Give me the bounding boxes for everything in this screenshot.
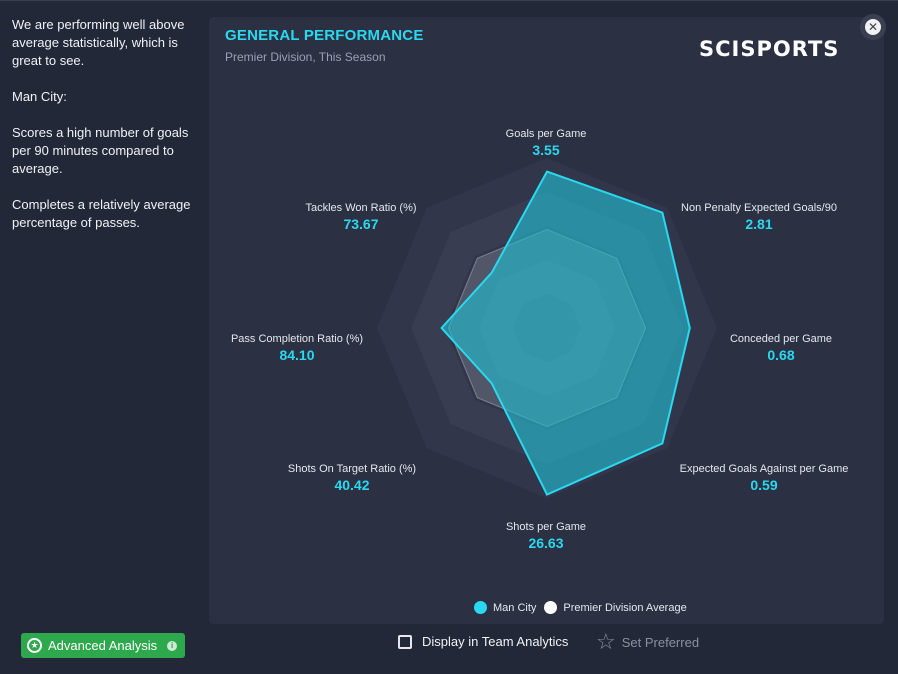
summary-paragraph: Scores a high number of goals per 90 min…: [12, 125, 189, 176]
info-icon[interactable]: i: [167, 640, 178, 651]
scisports-logo: SCISPORTS: [699, 37, 840, 61]
axis-label: Non Penalty Expected Goals/90 2.81: [681, 202, 837, 232]
advanced-analysis-label: Advanced Analysis: [48, 638, 158, 653]
axis-label: Expected Goals Against per Game 0.59: [680, 463, 849, 493]
axis-value: 0.59: [750, 477, 778, 493]
star-outline-icon: ☆: [596, 629, 616, 654]
axis-name: Shots On Target Ratio (%): [287, 463, 417, 475]
team-polygon: [440, 170, 691, 496]
axis-label: Shots per Game 26.63: [506, 521, 586, 551]
axis-name: Expected Goals Against per Game: [679, 463, 849, 475]
axis-name: Non Penalty Expected Goals/90: [681, 202, 837, 214]
legend-dot: [544, 601, 558, 614]
display-team-analytics-checkbox[interactable]: [398, 634, 412, 649]
display-team-analytics-toggle[interactable]: Display in Team Analytics: [398, 634, 568, 649]
axis-name: Shots per Game: [505, 521, 587, 533]
set-preferred-button[interactable]: ☆ Set Preferred: [596, 629, 700, 654]
performance-panel: GENERAL PERFORMANCE Premier Division, Th…: [209, 17, 884, 624]
axis-value: 0.68: [767, 347, 795, 363]
axis-label: Tackles Won Ratio (%) 73.67: [305, 202, 416, 232]
panel-title: GENERAL PERFORMANCE: [225, 27, 424, 44]
axis-value: 3.55: [532, 142, 560, 158]
axis-value: 84.10: [279, 347, 315, 363]
legend-item-average: Premier Division Average: [544, 601, 687, 614]
legend-label: Man City: [493, 601, 537, 614]
advanced-analysis-button[interactable]: ★ Advanced Analysis i: [21, 633, 186, 658]
axis-label: Conceded per Game 0.68: [730, 333, 832, 363]
star-icon: ★: [27, 638, 42, 653]
summary-paragraph: We are performing well above average sta…: [12, 17, 185, 68]
legend-dot: [474, 601, 487, 614]
close-icon: ✕: [865, 19, 881, 35]
panel-subtitle: Premier Division, This Season: [225, 50, 386, 64]
axis-value: 40.42: [334, 477, 370, 493]
set-preferred-label: Set Preferred: [621, 634, 700, 650]
axis-value: 2.81: [745, 216, 773, 232]
analysis-summary: We are performing well above average sta…: [12, 16, 202, 250]
axis-value: 73.67: [343, 216, 379, 232]
team-series: [440, 170, 691, 496]
axis-label: Shots On Target Ratio (%) 40.42: [288, 463, 416, 493]
summary-paragraph: Man City:: [12, 89, 67, 104]
chart-legend: Man City Premier Division Average: [474, 601, 687, 614]
axis-value: 26.63: [528, 535, 564, 551]
display-team-analytics-label: Display in Team Analytics: [422, 634, 569, 649]
radar-chart: [377, 158, 717, 498]
axis-name: Pass Completion Ratio (%): [230, 333, 364, 345]
axis-label: Goals per Game 3.55: [506, 128, 587, 158]
axis-name: Goals per Game: [505, 128, 587, 140]
axis-name: Conceded per Game: [729, 333, 833, 345]
legend-label: Premier Division Average: [563, 601, 687, 614]
summary-paragraph: Completes a relatively average percentag…: [12, 197, 191, 230]
axis-name: Tackles Won Ratio (%): [305, 202, 417, 214]
axis-label: Pass Completion Ratio (%) 84.10: [231, 333, 363, 363]
legend-item-team: Man City: [474, 601, 536, 614]
close-button[interactable]: ✕: [860, 14, 886, 40]
